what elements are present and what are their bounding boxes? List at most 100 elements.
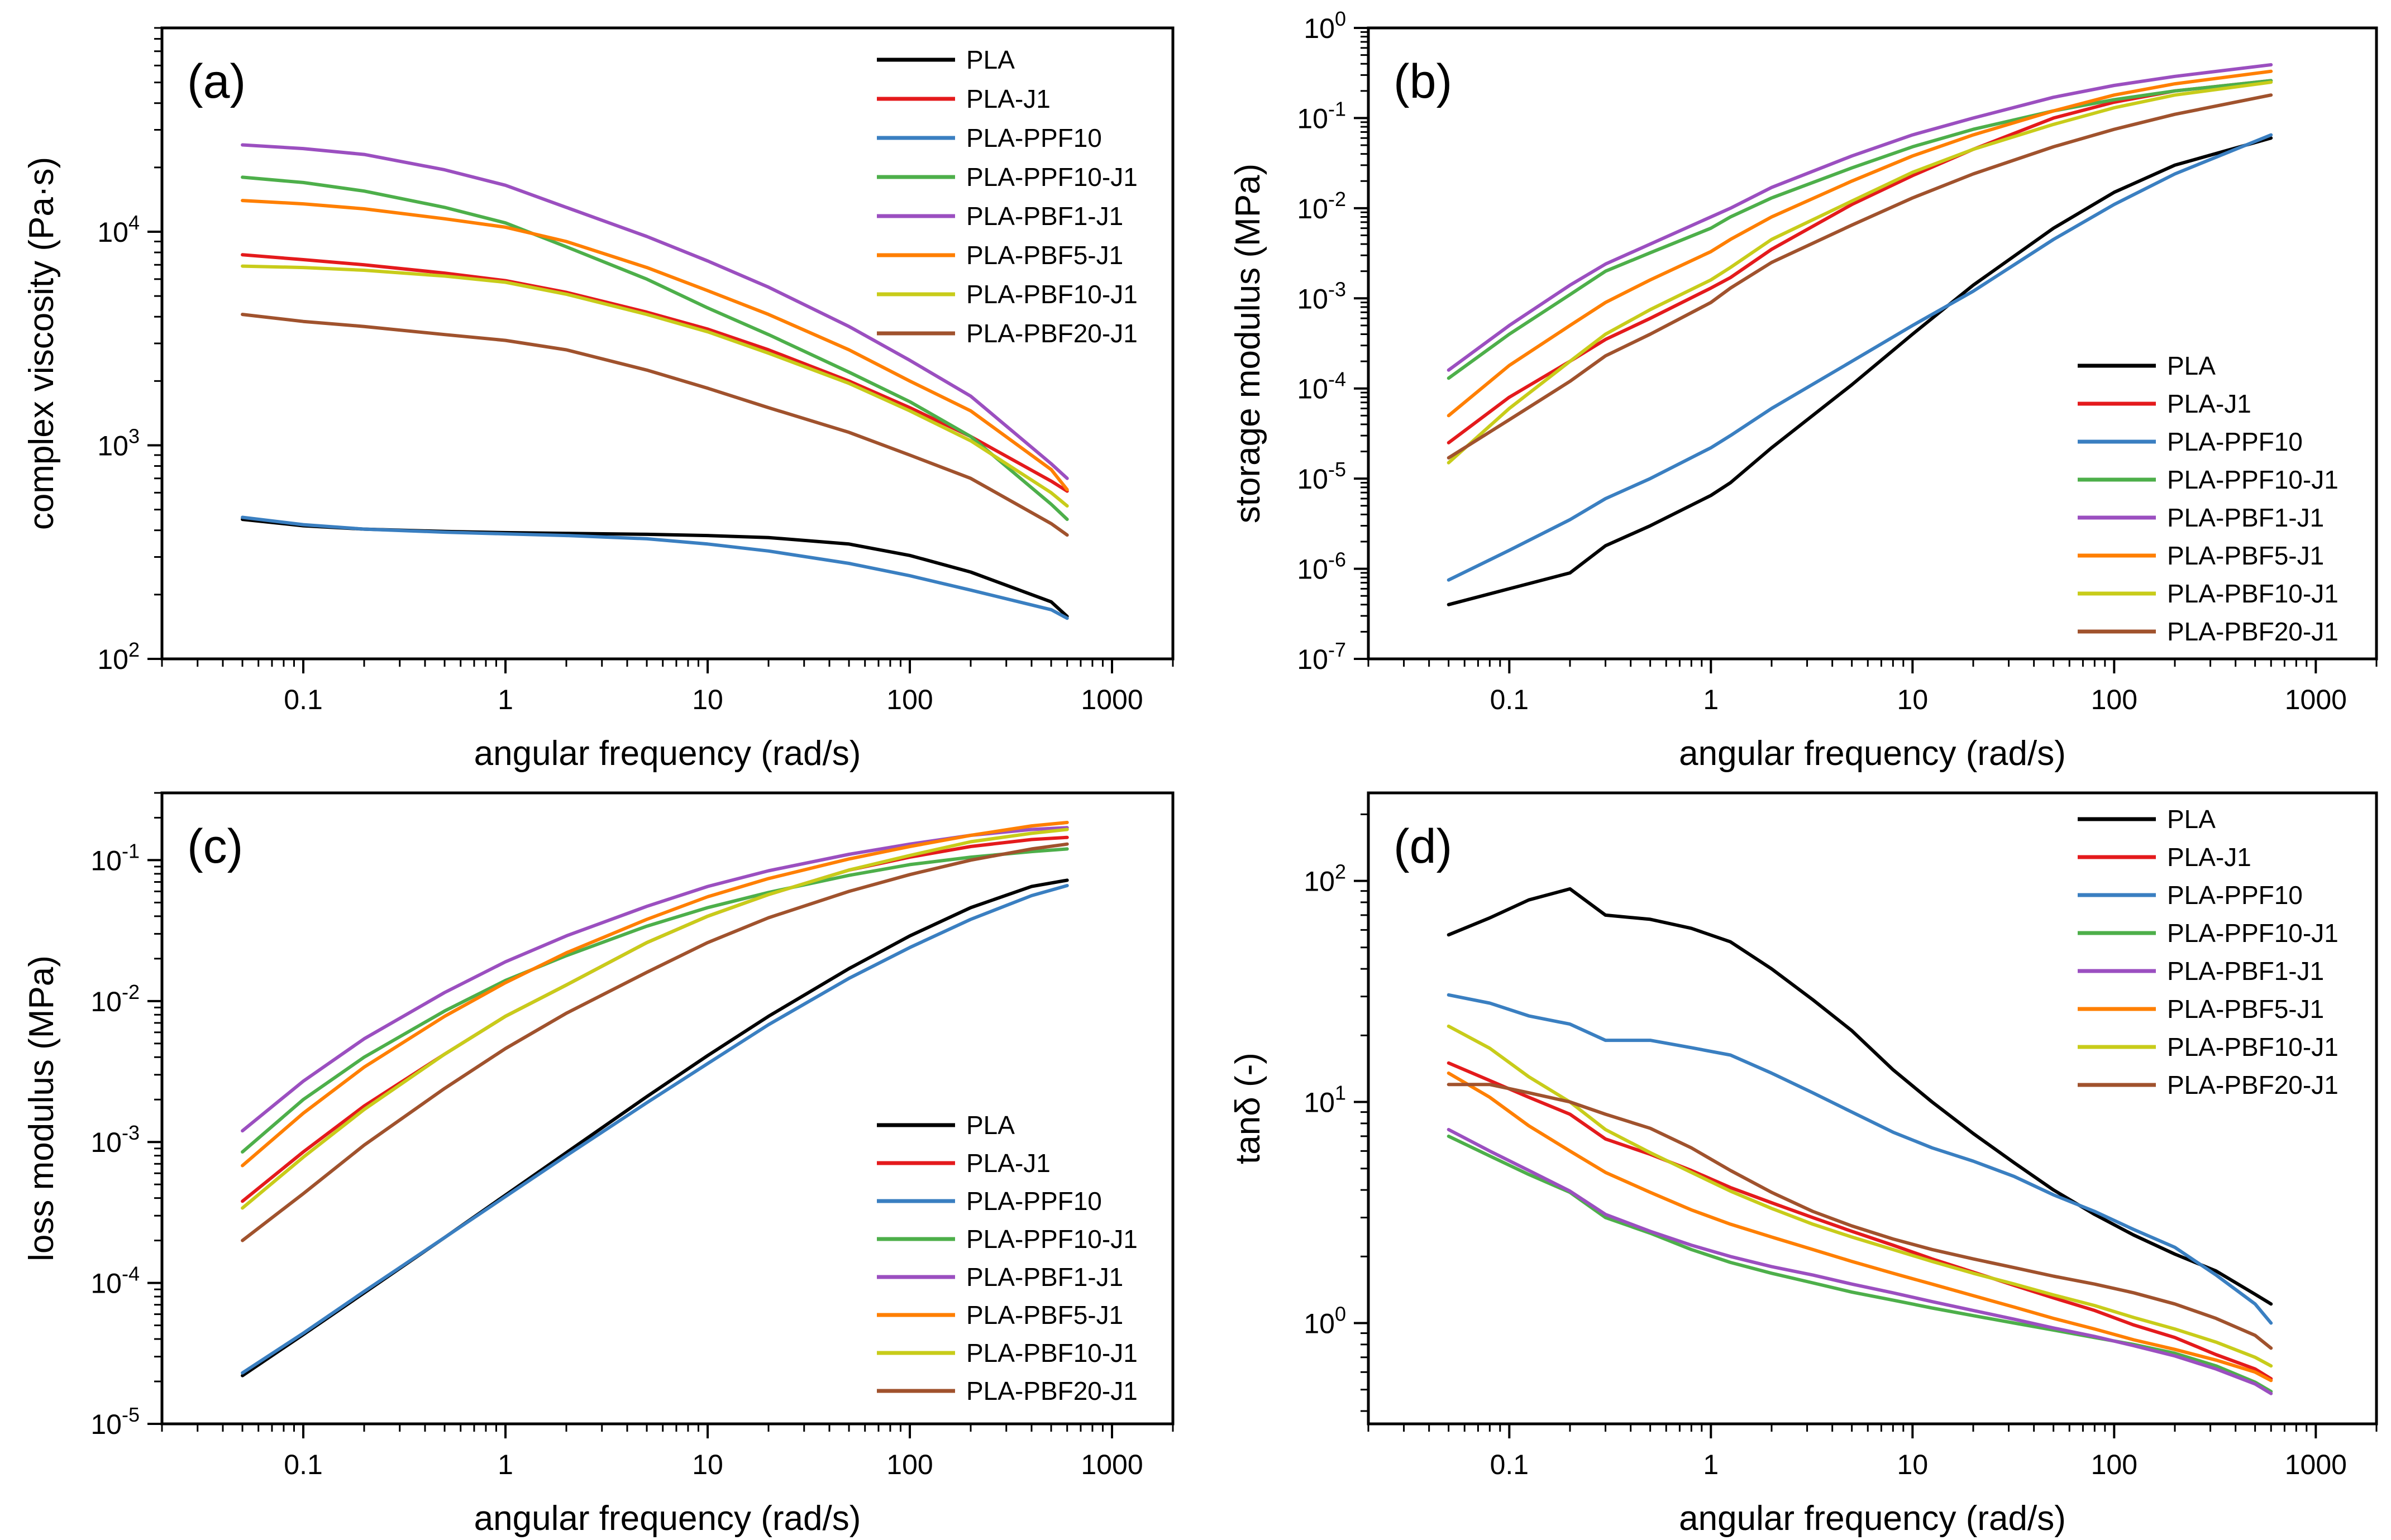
panel-d-x-axis-title: angular frequency (rad/s) — [1679, 1499, 2066, 1538]
panel-b-y-tick-label: 10-1 — [1297, 97, 1346, 134]
panel-b-y-tick-label: 10-2 — [1297, 188, 1346, 224]
panel-c-series-pla-ppf10-j1 — [241, 847, 1069, 1154]
panel-b-y-tick-label: 100 — [1304, 7, 1346, 44]
panel-a-legend-label-pla-ppf10: PLA-PPF10 — [966, 123, 1102, 152]
panel-d-series-pla-j1 — [1447, 1061, 2273, 1381]
panel-a-series-pla-ppf10-j1 — [241, 175, 1069, 522]
panel-b-y-axis: 10-7 10-6 10-5 10-4 10-3 10-2 10-1 100 — [1297, 7, 1368, 675]
panel-b-y-tick-label: 10-5 — [1297, 458, 1346, 495]
panel-b-series-pla — [1447, 136, 2273, 606]
panel-d-x-tick-label: 1 — [1703, 1449, 1719, 1480]
panel-b: 0.1 1 10 100 100010-710-610-510-410-310-210-… — [1229, 7, 2378, 773]
panel-c-legend: PLA PLA-J1 PLA-PPF10 PLA-PPF10-J1 PLA-PBF1-J… — [877, 1111, 1138, 1405]
panel-d-series-pla-pbf20-j1 — [1447, 1083, 2273, 1350]
panel-c-y-tick-label: 10-4 — [90, 1262, 140, 1299]
panel-b-legend-label-pla-pbf1-j1: PLA-PBF1-J1 — [2167, 503, 2324, 532]
panel-d-legend-label-pla-ppf10-j1: PLA-PPF10-J1 — [2167, 919, 2338, 948]
panel-c-plot-frame — [160, 791, 1175, 1426]
panel-a-x-axis-title: angular frequency (rad/s) — [474, 734, 861, 773]
panel-b-label: (b) — [1393, 55, 1452, 108]
panel-c-series-pla — [241, 878, 1069, 1378]
panel-c-series-pla-ppf10 — [241, 884, 1069, 1375]
panel-c-legend-label-pla: PLA — [966, 1111, 1015, 1140]
panel-d-legend-label-pla-pbf1-j1: PLA-PBF1-J1 — [2167, 956, 2324, 986]
panel-b-x-tick-label: 0.1 — [1490, 684, 1529, 715]
panel-a-series-pla-ppf10 — [241, 515, 1069, 620]
panel-a-label: (a) — [187, 55, 246, 108]
panel-c-y-tick-label: 10-2 — [90, 981, 140, 1017]
panel-b-legend-label-pla: PLA — [2167, 351, 2216, 380]
panel-d-legend-label-pla-pbf20-j1: PLA-PBF20-J1 — [2167, 1070, 2338, 1099]
panel-a-x-axis: 0.1 1 10 100 1000 — [161, 659, 1174, 715]
panel-d-legend-label-pla: PLA — [2167, 805, 2216, 834]
panel-d-series-pla — [1447, 887, 2273, 1306]
panel-a-y-axis-title: complex viscosity (Pa·s) — [22, 157, 61, 530]
panel-c-x-tick-label: 0.1 — [284, 1449, 323, 1480]
panel-a-y-tick-label: 103 — [97, 424, 140, 461]
panel-c-x-tick-label: 10 — [692, 1449, 723, 1480]
panel-c-series-pla-pbf5-j1 — [241, 821, 1069, 1168]
panel-c: 0.1 1 10 100 1000 10-5 10-4 10-3 10-2 10-1 angular… — [22, 791, 1175, 1538]
panel-c-x-tick-label: 1 — [498, 1449, 513, 1480]
panel-c-label: (c) — [187, 820, 243, 873]
panel-d-x-tick-label: 0.1 — [1490, 1449, 1529, 1480]
panel-a-legend-label-pla-pbf20-j1: PLA-PBF20-J1 — [966, 319, 1138, 348]
panel-d-y-axis-title: tanδ (-) — [1229, 1053, 1267, 1164]
panel-c-x-tick-label: 1000 — [1081, 1449, 1143, 1480]
panel-b-series-pla-j1 — [1447, 79, 2273, 444]
panel-b-y-tick-label: 10-3 — [1297, 278, 1346, 314]
panel-b-series-pla-ppf10-j1 — [1447, 79, 2273, 380]
panel-a-series-pla-pbf20-j1 — [241, 313, 1069, 537]
panel-d-x-tick-label: 10 — [1897, 1449, 1929, 1480]
panel-a-legend-label-pla-j1: PLA-J1 — [966, 84, 1051, 113]
panel-c-series-pla-pbf1-j1 — [241, 826, 1069, 1133]
panel-d-y-tick-label: 102 — [1304, 860, 1346, 897]
panel-d-legend: PLA PLA-J1 PLA-PPF10 PLA-PPF10-J1 PLA-PBF1-J… — [2078, 805, 2338, 1099]
panel-b-legend-label-pla-pbf5-j1: PLA-PBF5-J1 — [2167, 541, 2324, 570]
panel-a-series-pla-pbf5-j1 — [241, 199, 1069, 491]
panel-a-series-pla — [241, 518, 1069, 618]
panel-c-y-axis: 10-5 10-4 10-3 10-2 10-1 — [90, 792, 162, 1440]
panel-c-y-tick-label: 10-1 — [90, 839, 140, 876]
panel-d-series-pla-pbf1-j1 — [1447, 1128, 2273, 1395]
panel-d-x-tick-label: 1000 — [2285, 1449, 2347, 1480]
panel-c-x-axis: 0.1 1 10 100 1000 — [161, 1424, 1174, 1480]
panel-a-legend-label-pla-pbf1-j1: PLA-PBF1-J1 — [966, 202, 1123, 231]
panel-b-legend-label-pla-j1: PLA-J1 — [2167, 389, 2251, 418]
panel-b-x-tick-label: 10 — [1897, 684, 1929, 715]
panel-d-series-pla-pbf5-j1 — [1447, 1071, 2273, 1383]
panel-b-legend-label-pla-ppf10: PLA-PPF10 — [2167, 427, 2303, 456]
panel-d-label: (d) — [1393, 820, 1452, 873]
panel-a-legend-label-pla-ppf10-j1: PLA-PPF10-J1 — [966, 162, 1138, 192]
panel-c-x-axis-title: angular frequency (rad/s) — [474, 1499, 861, 1538]
panel-d-plot-frame — [1367, 791, 2378, 1426]
panel-b-x-tick-label: 1000 — [2285, 684, 2347, 715]
panel-b-plot-frame — [1367, 26, 2378, 661]
panel-c-legend-label-pla-pbf5-j1: PLA-PBF5-J1 — [966, 1300, 1123, 1329]
panel-a-x-tick-label: 10 — [692, 684, 723, 715]
panel-a-x-tick-label: 100 — [886, 684, 933, 715]
panel-c-series-pla-pbf10-j1 — [241, 828, 1069, 1210]
panel-c-legend-label-pla-pbf10-j1: PLA-PBF10-J1 — [966, 1338, 1138, 1367]
panel-b-y-axis-title: storage modulus (MPa) — [1229, 164, 1267, 523]
panel-a-y-tick-label: 102 — [97, 638, 140, 675]
panel-d-y-axis: 100 101 102 — [1304, 813, 1368, 1412]
panel-b-x-tick-label: 1 — [1703, 684, 1719, 715]
panel-b-series-pla-pbf5-j1 — [1447, 69, 2273, 418]
panel-b-series-group — [1447, 63, 2273, 606]
panel-d-series-pla-ppf10-j1 — [1447, 1134, 2273, 1394]
panel-d-series-group — [1447, 887, 2273, 1395]
panel-b-legend: PLA PLA-J1 PLA-PPF10 PLA-PPF10-J1 PLA-PBF1-J… — [2078, 351, 2338, 646]
panel-a-series-pla-pbf10-j1 — [241, 264, 1069, 508]
panel-c-x-tick-label: 100 — [886, 1449, 933, 1480]
panel-c-legend-label-pla-ppf10: PLA-PPF10 — [966, 1187, 1102, 1216]
panel-c-series-pla-j1 — [241, 835, 1069, 1203]
panel-a-legend-label-pla-pbf5-j1: PLA-PBF5-J1 — [966, 241, 1123, 270]
panel-a-y-axis: 102 103 104 — [97, 27, 162, 675]
panel-c-legend-label-pla-pbf1-j1: PLA-PBF1-J1 — [966, 1262, 1123, 1292]
panel-b-y-tick-label: 10-6 — [1297, 548, 1346, 585]
panel-b-y-tick-label: 10-4 — [1297, 368, 1346, 405]
panel-d-series-pla-ppf10 — [1447, 993, 2273, 1325]
panel-b-series-pla-pbf10-j1 — [1447, 80, 2273, 465]
